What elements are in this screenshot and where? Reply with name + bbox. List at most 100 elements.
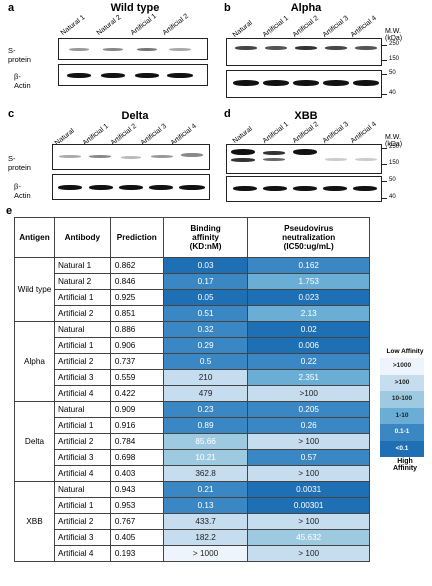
lane-label: Artificial 3 bbox=[321, 14, 350, 39]
actin-blot bbox=[58, 64, 208, 86]
binding-affinity-cell: 0.5 bbox=[162, 353, 249, 370]
panel-e-letter: e bbox=[6, 205, 13, 217]
antibody-cell: Artificial 4 bbox=[53, 385, 111, 402]
binding-affinity-cell: 0.03 bbox=[162, 257, 249, 274]
prediction-cell: 0.953 bbox=[109, 497, 164, 514]
neutralization-cell: 0.00301 bbox=[247, 497, 370, 514]
s-protein-blot bbox=[58, 38, 208, 60]
table-row: Artificial 4 0.193 > 1000 > 100 bbox=[15, 545, 370, 562]
antibody-cell: Artificial 4 bbox=[53, 465, 111, 482]
panel-c-title: Delta bbox=[121, 110, 149, 122]
prediction-cell: 0.559 bbox=[109, 369, 164, 386]
table-row: Natural 2 0.846 0.17 1.753 bbox=[15, 273, 370, 290]
binding-affinity-cell: 0.51 bbox=[162, 305, 249, 322]
neutralization-cell: 0.02 bbox=[247, 321, 370, 338]
neutralization-cell: 0.0031 bbox=[247, 481, 370, 498]
table-row: Artificial 2 0.767 433.7 > 100 bbox=[15, 513, 370, 530]
neutralization-cell: 0.023 bbox=[247, 289, 370, 306]
actin-label: β-Actin bbox=[14, 72, 31, 90]
neutralization-cell: 0.22 bbox=[247, 353, 370, 370]
neutralization-cell: >100 bbox=[247, 385, 370, 402]
binding-affinity-cell: 0.29 bbox=[162, 337, 249, 354]
antibody-cell: Artificial 3 bbox=[53, 529, 111, 546]
binding-affinity-cell: 10.21 bbox=[162, 449, 249, 466]
col-header-antibody: Antibody bbox=[53, 217, 111, 258]
results-table: Antigen Antibody Prediction Binding affi… bbox=[14, 217, 370, 562]
antibody-cell: Artificial 1 bbox=[53, 497, 111, 514]
prediction-cell: 0.405 bbox=[109, 529, 164, 546]
legend-item: 0.1-1 bbox=[380, 424, 424, 441]
binding-affinity-cell: 85.66 bbox=[162, 433, 249, 450]
mw-marker: 50 bbox=[389, 177, 396, 183]
binding-affinity-cell: 433.7 bbox=[162, 513, 249, 530]
panel-d-title: XBB bbox=[294, 110, 318, 122]
lane-label: Artificial 4 bbox=[349, 120, 378, 145]
panel-c-letter: c bbox=[8, 108, 15, 120]
antibody-cell: Artificial 2 bbox=[53, 305, 111, 322]
prediction-cell: 0.403 bbox=[109, 465, 164, 482]
antibody-cell: Artificial 2 bbox=[53, 353, 111, 370]
table-row: Artificial 1 0.916 0.89 0.26 bbox=[15, 417, 370, 434]
legend-item: 1-10 bbox=[380, 407, 424, 424]
panel-b-letter: b bbox=[224, 2, 231, 14]
mw-title: M.W.(kDa) bbox=[385, 28, 403, 42]
neutralization-cell: 0.205 bbox=[247, 401, 370, 418]
neutralization-cell: 0.57 bbox=[247, 449, 370, 466]
antibody-cell: Natural bbox=[53, 481, 111, 498]
antigen-cell: XBB bbox=[14, 481, 55, 562]
binding-affinity-cell: 0.23 bbox=[162, 401, 249, 418]
prediction-cell: 0.846 bbox=[109, 273, 164, 290]
table-row: Artificial 3 0.559 210 2.351 bbox=[15, 369, 370, 386]
prediction-cell: 0.737 bbox=[109, 353, 164, 370]
prediction-cell: 0.916 bbox=[109, 417, 164, 434]
lane-label: Artificial 2 bbox=[161, 12, 190, 37]
mw-marker: 150 bbox=[389, 56, 400, 62]
table-row: Wild type Natural 1 0.862 0.03 0.162 bbox=[14, 257, 370, 322]
binding-affinity-cell: 182.2 bbox=[162, 529, 249, 546]
mw-marker: 40 bbox=[389, 90, 396, 96]
s-protein-blot bbox=[226, 38, 382, 66]
neutralization-cell: 2.13 bbox=[247, 305, 370, 322]
table-row: Artificial 2 0.784 85.66 > 100 bbox=[15, 433, 370, 450]
actin-blot bbox=[226, 70, 382, 98]
antibody-cell: Artificial 2 bbox=[53, 513, 111, 530]
actin-blot bbox=[52, 174, 210, 200]
antibody-cell: Artificial 4 bbox=[53, 545, 111, 562]
table-row: Alpha Natural 0.886 0.32 0.02 bbox=[14, 321, 370, 402]
binding-affinity-cell: 210 bbox=[162, 369, 249, 386]
antibody-cell: Artificial 1 bbox=[53, 417, 111, 434]
lane-label: Artificial 2 bbox=[291, 14, 320, 39]
binding-affinity-cell: 0.17 bbox=[162, 273, 249, 290]
antibody-cell: Natural bbox=[53, 401, 111, 418]
binding-affinity-cell: 0.05 bbox=[162, 289, 249, 306]
prediction-cell: 0.851 bbox=[109, 305, 164, 322]
neutralization-cell: > 100 bbox=[247, 465, 370, 482]
binding-affinity-cell: 0.32 bbox=[162, 321, 249, 338]
binding-affinity-cell: 0.89 bbox=[162, 417, 249, 434]
antibody-cell: Artificial 1 bbox=[53, 289, 111, 306]
s-protein-blot bbox=[52, 144, 210, 170]
lane-label: Natural bbox=[231, 125, 254, 145]
table-row: XBB Natural 0.943 0.21 0.0031 bbox=[14, 481, 370, 562]
lane-label: Natural bbox=[231, 19, 254, 39]
panel-a-letter: a bbox=[8, 2, 15, 14]
prediction-cell: 0.767 bbox=[109, 513, 164, 530]
col-header-antigen: Antigen bbox=[14, 217, 55, 258]
lane-label: Artificial 2 bbox=[291, 120, 320, 145]
s-protein-label: S-protein bbox=[8, 154, 31, 172]
mw-marker: 50 bbox=[389, 70, 396, 76]
neutralization-cell: 1.753 bbox=[247, 273, 370, 290]
antibody-cell: Artificial 3 bbox=[53, 369, 111, 386]
lane-label: Artificial 1 bbox=[129, 12, 158, 37]
s-protein-blot bbox=[226, 144, 382, 174]
prediction-cell: 0.422 bbox=[109, 385, 164, 402]
binding-affinity-cell: 0.21 bbox=[162, 481, 249, 498]
table-row: Artificial 3 0.698 10.21 0.57 bbox=[15, 449, 370, 466]
table-row: Artificial 1 0.906 0.29 0.006 bbox=[15, 337, 370, 354]
col-header-neutralization: Pseudovirus neutralization (IC50:ug/mL) bbox=[247, 217, 370, 258]
table-row: Artificial 3 0.405 182.2 45.632 bbox=[15, 529, 370, 546]
binding-affinity-cell: 362.8 bbox=[162, 465, 249, 482]
lane-label: Artificial 3 bbox=[321, 120, 350, 145]
panel-b-title: Alpha bbox=[290, 2, 322, 14]
prediction-cell: 0.862 bbox=[109, 257, 164, 274]
